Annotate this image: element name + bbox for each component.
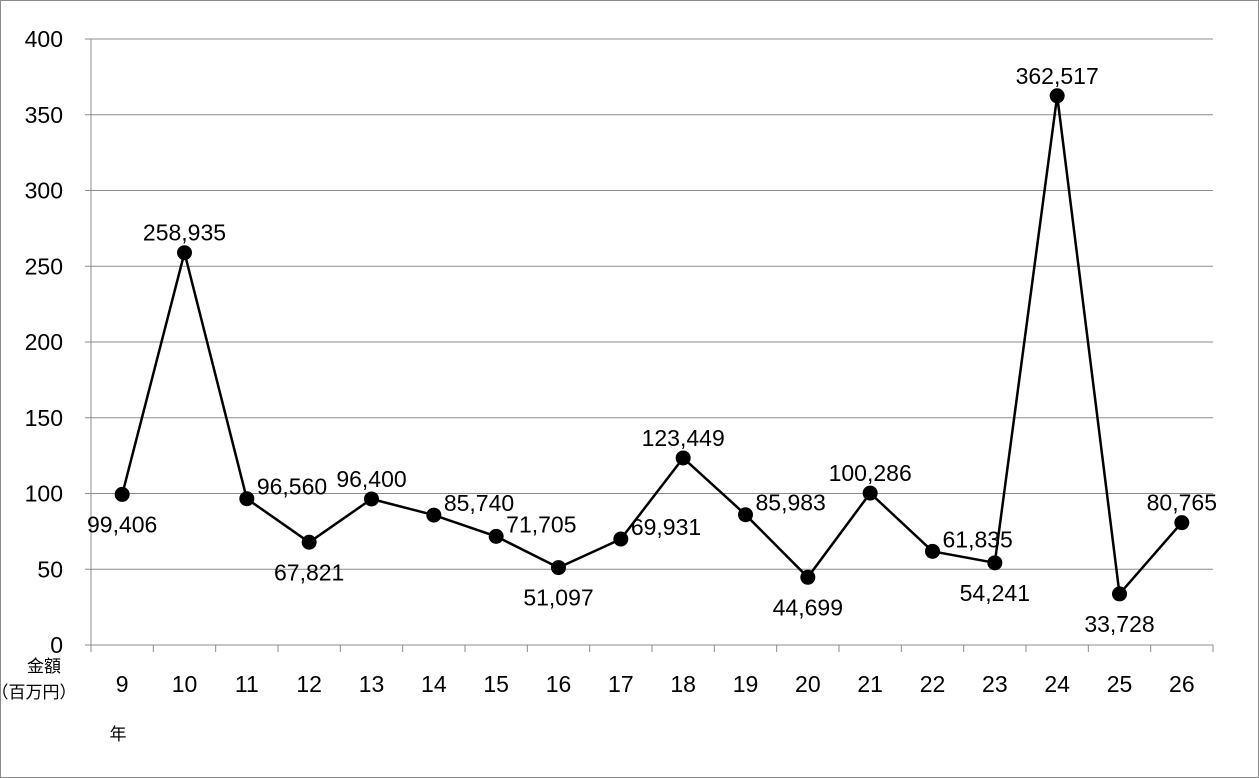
x-tick-label: 20 bbox=[795, 671, 821, 697]
data-point bbox=[177, 245, 192, 261]
y-tick-label: 150 bbox=[25, 405, 63, 431]
data-point bbox=[551, 560, 566, 576]
grid-lines bbox=[91, 38, 1213, 570]
y-tick-label: 400 bbox=[25, 26, 63, 52]
data-label: 85,740 bbox=[444, 490, 514, 516]
x-tick-label: 19 bbox=[733, 671, 759, 697]
data-point bbox=[862, 485, 878, 501]
data-point bbox=[925, 543, 940, 559]
x-tick-label: 23 bbox=[982, 671, 1008, 697]
data-label: 362,517 bbox=[1016, 63, 1099, 89]
y-tick-labels: 0 50 100 150 200 250 300 350 400 bbox=[25, 26, 63, 658]
x-tick-label: 11 bbox=[235, 671, 259, 697]
x-tick-label: 18 bbox=[670, 671, 696, 697]
x-tick-label: 21 bbox=[857, 671, 883, 697]
x-tick-label: 16 bbox=[546, 671, 572, 697]
data-point bbox=[987, 555, 1003, 571]
x-axis-title: 年 bbox=[110, 725, 127, 745]
x-tick-label: 25 bbox=[1107, 671, 1133, 697]
y-tick-label: 50 bbox=[37, 556, 63, 582]
x-tick-label: 13 bbox=[359, 671, 385, 697]
x-tick-label: 12 bbox=[296, 671, 322, 697]
x-tick-label: 14 bbox=[421, 671, 447, 697]
y-tick-label: 300 bbox=[25, 178, 63, 204]
data-label: 61,835 bbox=[943, 526, 1013, 552]
data-label: 85,983 bbox=[756, 490, 826, 516]
x-tick-label: 15 bbox=[483, 671, 509, 697]
data-point bbox=[675, 450, 691, 466]
x-tick-labels: 9 10 11 12 13 14 15 16 17 18 19 20 21 22 23 24 25 26 bbox=[116, 671, 1195, 697]
data-point bbox=[301, 534, 317, 550]
data-label: 99,406 bbox=[87, 511, 157, 537]
data-point bbox=[1049, 88, 1065, 104]
data-label: 71,705 bbox=[506, 511, 576, 537]
data-label: 67,821 bbox=[274, 559, 344, 585]
y-tick-label: 350 bbox=[25, 102, 63, 128]
data-label: 80,765 bbox=[1147, 490, 1217, 516]
y-axis-title-line2: （百万円） bbox=[0, 683, 77, 703]
y-tick-label: 100 bbox=[25, 481, 63, 507]
data-point bbox=[364, 491, 379, 507]
y-tick-label: 250 bbox=[25, 253, 63, 279]
data-point bbox=[114, 486, 130, 502]
data-point bbox=[488, 528, 504, 544]
x-tick-label: 17 bbox=[608, 671, 634, 697]
data-label: 258,935 bbox=[143, 220, 226, 246]
data-label: 100,286 bbox=[829, 460, 912, 486]
x-tick-label: 26 bbox=[1169, 671, 1195, 697]
y-tick-label: 0 bbox=[50, 632, 63, 658]
series-line bbox=[120, 95, 1183, 597]
data-point bbox=[613, 531, 629, 547]
data-label: 96,560 bbox=[257, 474, 327, 500]
data-point bbox=[239, 491, 255, 507]
x-tick-label: 9 bbox=[116, 671, 129, 697]
data-label: 69,931 bbox=[631, 514, 701, 540]
x-tick-label: 24 bbox=[1044, 671, 1070, 697]
data-label: 54,241 bbox=[960, 580, 1030, 606]
data-point bbox=[1112, 586, 1127, 602]
data-label: 96,400 bbox=[336, 466, 406, 492]
data-point bbox=[426, 507, 442, 523]
data-label: 51,097 bbox=[523, 585, 593, 611]
x-tick-label: 22 bbox=[920, 671, 946, 697]
data-point bbox=[738, 507, 753, 523]
data-point bbox=[1174, 515, 1190, 531]
data-label: 44,699 bbox=[773, 594, 843, 620]
data-point bbox=[800, 569, 816, 585]
axes bbox=[85, 38, 1214, 652]
data-label: 33,728 bbox=[1084, 611, 1154, 637]
series-polyline bbox=[120, 95, 1183, 597]
data-labels: 99,406 258,935 96,560 67,821 96,400 85,74071,… bbox=[87, 63, 1217, 637]
y-axis-title-line1: 金額 bbox=[27, 657, 61, 677]
y-tick-label: 200 bbox=[25, 329, 63, 355]
data-label: 123,449 bbox=[642, 425, 725, 451]
x-tick-label: 10 bbox=[172, 671, 198, 697]
data-points bbox=[114, 88, 1190, 602]
